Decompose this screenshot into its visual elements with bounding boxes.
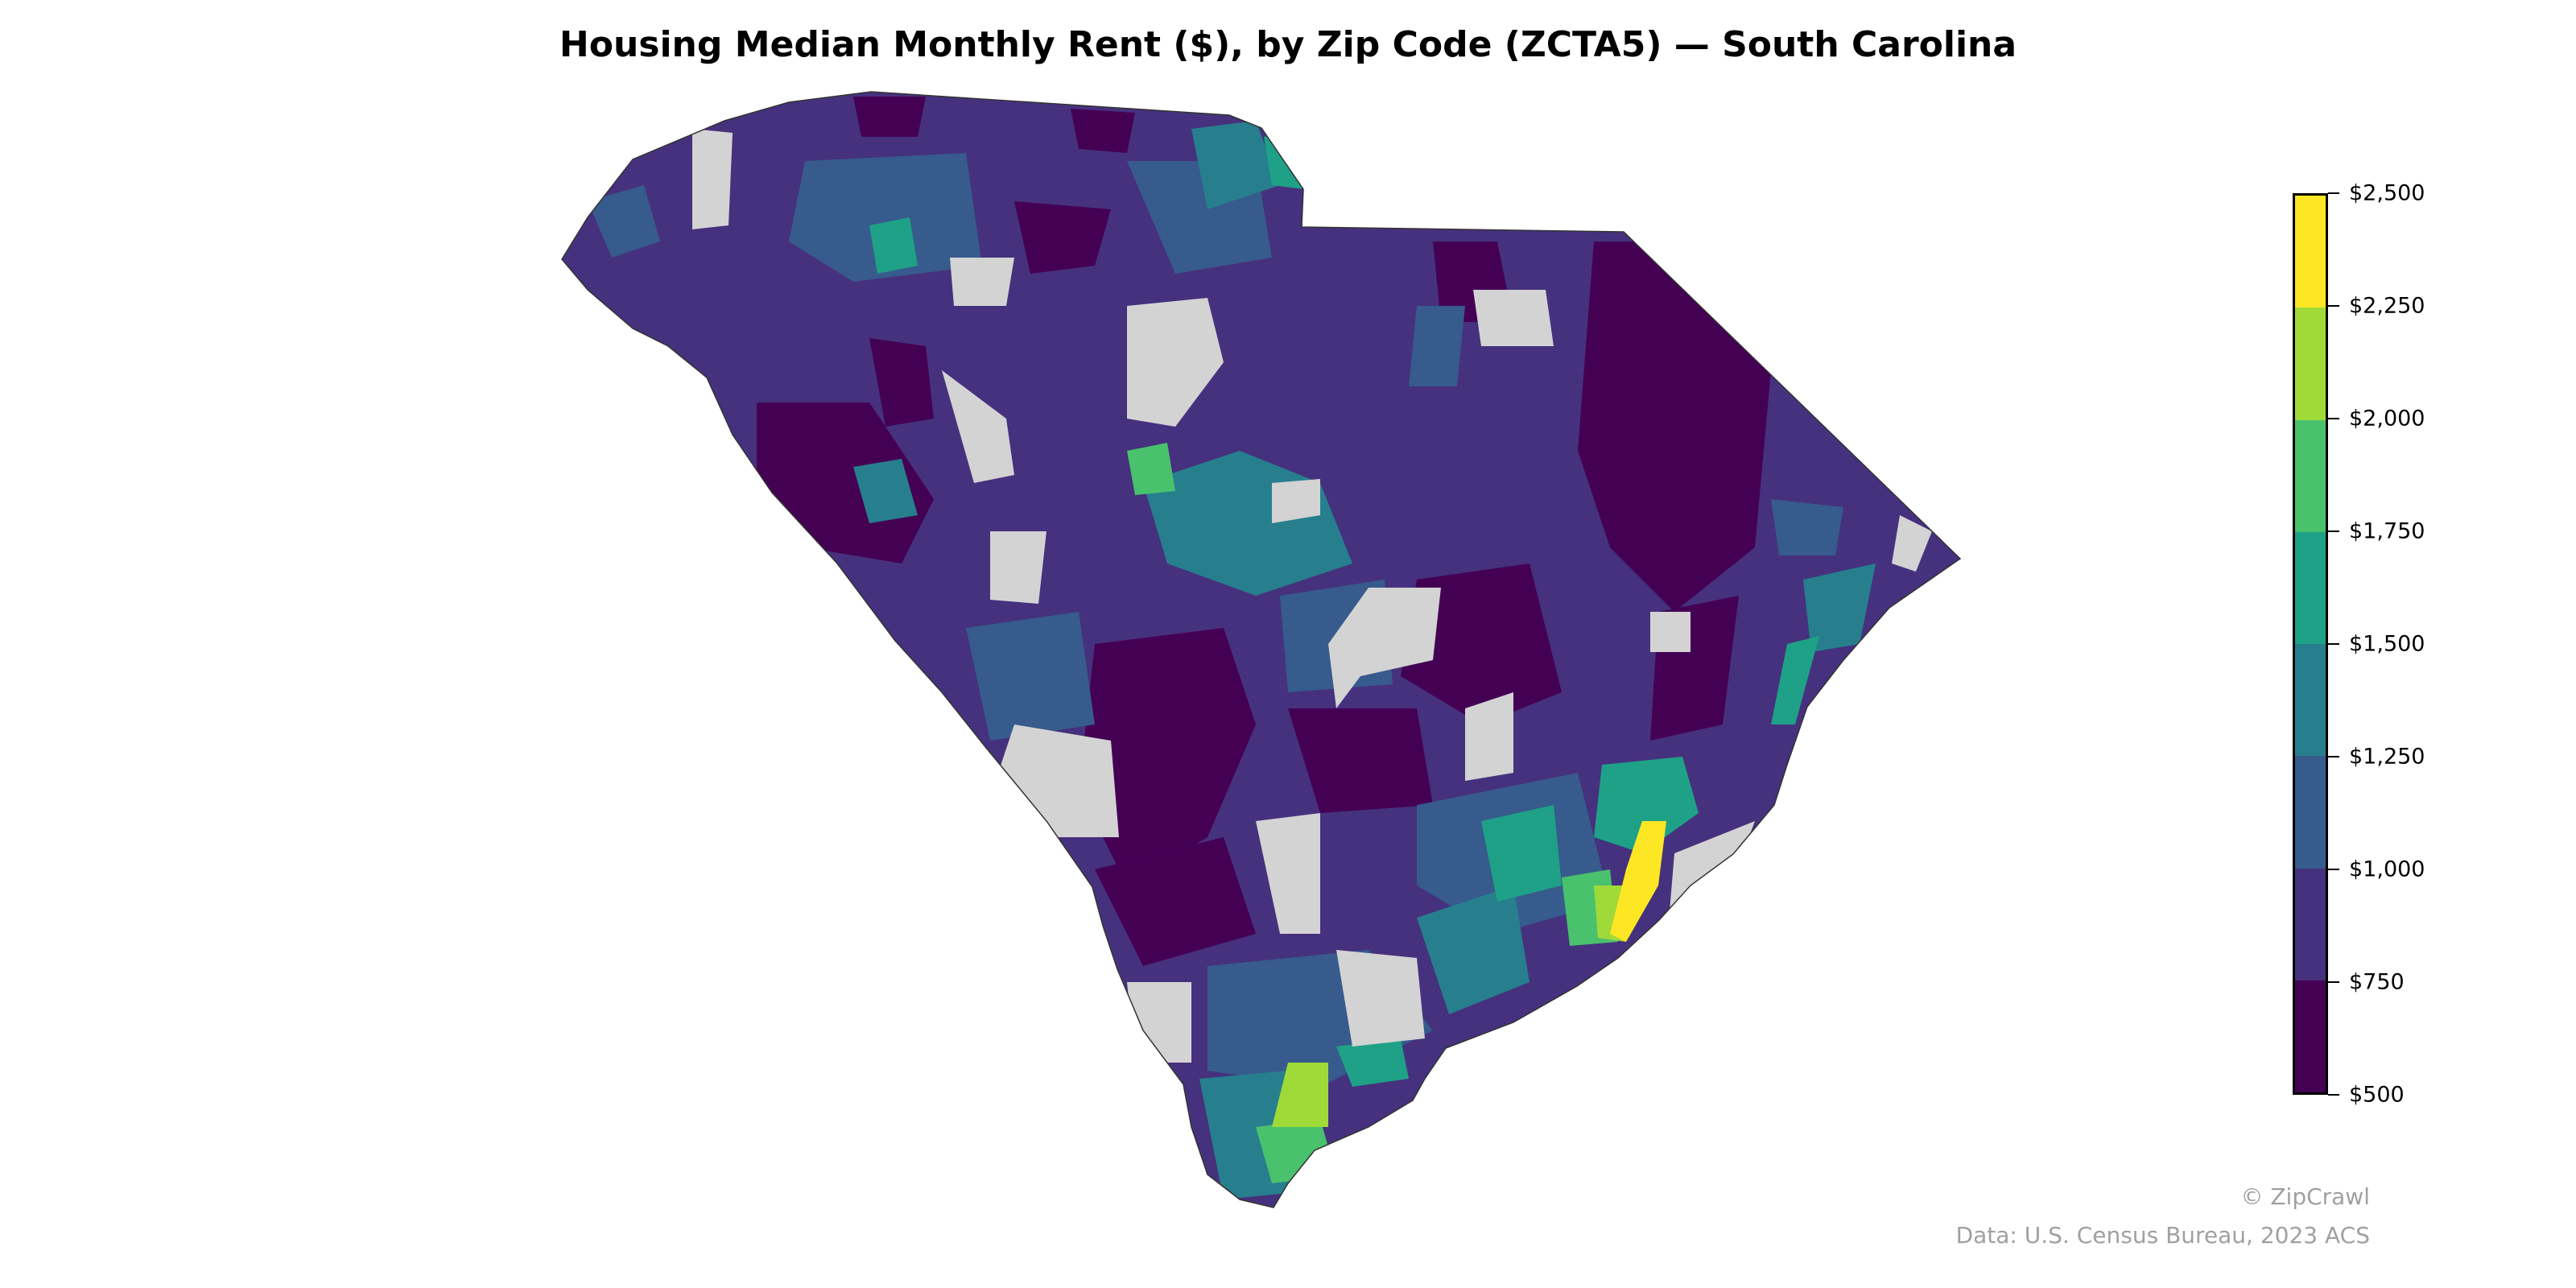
- colorbar-tick: [2328, 418, 2339, 419]
- colorbar-tick-label: $500: [2349, 1082, 2405, 1108]
- colorbar: [2293, 193, 2328, 1095]
- colorbar-segment-1000: [2295, 756, 2326, 869]
- source-text: Data: U.S. Census Bureau, 2023 ACS: [1955, 1222, 2370, 1249]
- colorbar-tick: [2328, 869, 2339, 870]
- colorbar-tick-label: $2,000: [2349, 406, 2425, 431]
- colorbar-tick-label: $1,750: [2349, 518, 2425, 544]
- colorbar-tick-label: $1,500: [2349, 631, 2425, 657]
- state-regions: [562, 92, 1960, 1208]
- colorbar-tick-label: $1,250: [2349, 744, 2425, 770]
- colorbar-tick: [2328, 530, 2339, 532]
- colorbar-tick-label: $2,500: [2349, 180, 2425, 206]
- colorbar-tick-label: $2,250: [2349, 293, 2425, 319]
- colorbar-segment-2000: [2295, 308, 2326, 420]
- colorbar-tick: [2328, 1094, 2339, 1096]
- colorbar-segment-1750: [2295, 419, 2326, 532]
- colorbar-segment-1250: [2295, 644, 2326, 757]
- chart-title: Housing Median Monthly Rent ($), by Zip …: [559, 24, 2017, 65]
- colorbar-segment-500: [2295, 980, 2326, 1092]
- colorbar-tick-label: $1,000: [2349, 857, 2425, 882]
- colorbar-segment-750: [2295, 868, 2326, 980]
- colorbar-tick: [2328, 981, 2339, 983]
- state-outline: [561, 91, 1962, 1208]
- credit-text: © ZipCrawl: [2240, 1183, 2370, 1210]
- colorbar-segment-1500: [2295, 531, 2326, 644]
- colorbar-tick: [2328, 192, 2339, 194]
- colorbar-tick: [2328, 305, 2339, 307]
- colorbar-tick: [2328, 643, 2339, 645]
- colorbar-segment-2250: [2295, 196, 2326, 308]
- colorbar-tick-label: $750: [2349, 969, 2405, 995]
- colorbar-tick: [2328, 756, 2339, 758]
